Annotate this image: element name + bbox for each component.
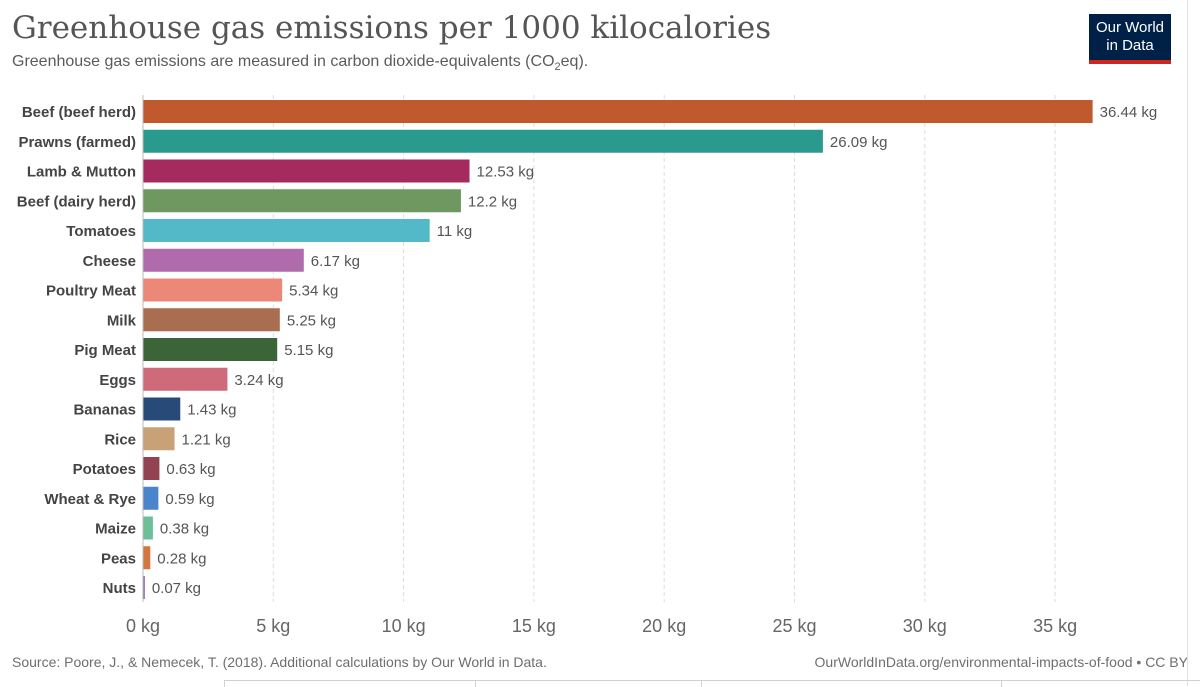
- bar: [143, 486, 159, 510]
- value-label: 0.28 kg: [157, 550, 206, 567]
- value-label: 0.07 kg: [152, 580, 201, 597]
- bar: [143, 129, 823, 153]
- bar: [143, 248, 304, 272]
- x-tick-label: 15 kg: [512, 616, 556, 636]
- bar: [143, 576, 145, 599]
- bar-chart: 0 kg 5 kg 10 kg 15 kg 20 kg 25 kg 30 kg 35 kg Be…: [17, 95, 1158, 636]
- value-label: 0.59 kg: [165, 491, 214, 508]
- bottom-frame-tick: [1001, 681, 1002, 687]
- value-label: 0.63 kg: [166, 461, 215, 478]
- category-label: Nuts: [103, 580, 136, 597]
- bar: [143, 397, 181, 421]
- value-label: 12.2 kg: [468, 193, 517, 210]
- bar: [143, 219, 430, 242]
- category-label: Wheat & Rye: [44, 491, 136, 508]
- bar: [143, 338, 278, 361]
- x-tick-label: 30 kg: [903, 616, 947, 636]
- value-label: 6.17 kg: [311, 253, 360, 270]
- bar: [143, 159, 470, 183]
- subtitle-text: Greenhouse gas emissions are measured in…: [12, 53, 555, 70]
- logo-line-1: Our World: [1095, 19, 1165, 36]
- value-label: 5.25 kg: [287, 312, 336, 329]
- bar: [143, 100, 1093, 123]
- x-tick-label: 5 kg: [256, 616, 290, 636]
- category-label: Poultry Meat: [46, 283, 136, 300]
- category-label: Lamb & Mutton: [27, 164, 136, 181]
- category-label: Beef (beef herd): [22, 104, 136, 121]
- value-label: 1.43 kg: [187, 402, 236, 419]
- category-label: Milk: [107, 312, 137, 329]
- bar: [143, 278, 283, 302]
- bar: [143, 427, 175, 451]
- source-note: Source: Poore, J., & Nemecek, T. (2018).…: [12, 654, 547, 670]
- category-label: Maize: [95, 521, 136, 538]
- bar: [143, 367, 228, 391]
- category-label: Pig Meat: [74, 342, 136, 359]
- subtitle-subscript: 2: [554, 61, 561, 74]
- url-license-link[interactable]: OurWorldInData.org/environmental-impacts…: [814, 654, 1188, 670]
- category-label: Bananas: [73, 402, 136, 419]
- value-label: 0.38 kg: [160, 521, 209, 538]
- x-tick-label: 20 kg: [642, 616, 686, 636]
- chart-title: Greenhouse gas emissions per 1000 kiloca…: [12, 10, 772, 46]
- bottom-frame: [224, 680, 1200, 687]
- value-label: 3.24 kg: [234, 372, 283, 389]
- bottom-frame-tick: [701, 681, 702, 687]
- x-tick-label: 35 kg: [1033, 616, 1077, 636]
- x-tick-label: 10 kg: [382, 616, 426, 636]
- category-label: Cheese: [83, 253, 136, 270]
- x-tick-label: 25 kg: [772, 616, 816, 636]
- bar: [143, 516, 153, 540]
- category-label: Beef (dairy herd): [17, 193, 136, 210]
- logo-line-2: in Data: [1106, 37, 1154, 54]
- bar: [143, 546, 151, 570]
- x-tick-label: 0 kg: [126, 616, 160, 636]
- bar: [143, 189, 461, 213]
- value-label: 36.44 kg: [1100, 104, 1158, 121]
- category-label: Eggs: [99, 372, 136, 389]
- category-label: Prawns (farmed): [18, 134, 136, 151]
- right-divider: [1187, 0, 1188, 686]
- value-label: 12.53 kg: [477, 164, 535, 181]
- chart-subtitle: Greenhouse gas emissions are measured in…: [12, 53, 588, 73]
- subtitle-suffix: eq).: [560, 53, 589, 70]
- value-label: 5.34 kg: [289, 283, 338, 300]
- category-label: Rice: [104, 431, 136, 448]
- category-label: Potatoes: [73, 461, 136, 478]
- category-label: Tomatoes: [66, 223, 136, 240]
- category-label: Peas: [101, 550, 136, 567]
- value-label: 5.15 kg: [284, 342, 333, 359]
- bottom-frame-tick: [475, 681, 476, 687]
- value-label: 1.21 kg: [182, 431, 231, 448]
- owid-logo[interactable]: Our World in Data: [1089, 14, 1171, 64]
- bar: [143, 457, 160, 480]
- value-label: 11 kg: [437, 223, 473, 240]
- value-label: 26.09 kg: [830, 134, 888, 151]
- bar: [143, 308, 280, 332]
